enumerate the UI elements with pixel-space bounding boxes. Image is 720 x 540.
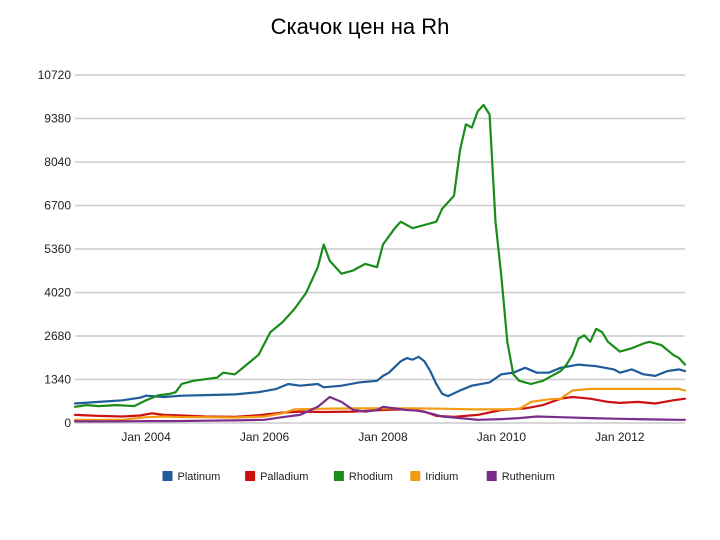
- legend-swatch-palladium: [245, 471, 256, 481]
- axis-labels: 0 1340 2680 4020 5360 6700 8040 9380 10720 Jan 20…: [38, 68, 645, 444]
- series-lines: [73, 103, 687, 423]
- y-tick-label: 2680: [44, 329, 71, 343]
- y-tick-label: 9380: [44, 112, 71, 126]
- chart-title: Скачок цен на Rh: [270, 14, 450, 39]
- legend-swatch-platinum: [162, 471, 173, 481]
- series-line-ruthenium: [73, 395, 687, 423]
- y-tick-label: 1340: [44, 373, 71, 387]
- x-tick-label: Jan 2006: [240, 430, 290, 444]
- x-tick-label: Jan 2008: [358, 430, 408, 444]
- legend-swatch-iridium: [410, 471, 421, 481]
- y-tick-label: 6700: [44, 199, 71, 213]
- series-line-palladium: [73, 395, 687, 418]
- legend-swatch-ruthenium: [486, 471, 497, 481]
- legend: Platinum Palladium Rhodium Iridium Ruthenium: [162, 471, 555, 483]
- legend-swatch-rhodium: [333, 471, 344, 481]
- y-tick-label: 0: [64, 416, 71, 430]
- series-line-platinum: [73, 355, 687, 405]
- legend-label-ruthenium: Ruthenium: [502, 471, 555, 483]
- y-tick-label: 10720: [38, 68, 72, 82]
- series-line-iridium: [73, 387, 687, 421]
- y-tick-label: 4020: [44, 286, 71, 300]
- series-line-rhodium: [73, 103, 687, 408]
- x-tick-label: Jan 2012: [595, 430, 645, 444]
- legend-label-rhodium: Rhodium: [349, 471, 393, 483]
- legend-label-palladium: Palladium: [260, 471, 308, 483]
- y-tick-label: 5360: [44, 242, 71, 256]
- x-tick-label: Jan 2010: [477, 430, 527, 444]
- gridlines: [75, 74, 685, 424]
- legend-label-iridium: Iridium: [425, 471, 458, 483]
- legend-label-platinum: Platinum: [178, 471, 221, 483]
- y-tick-label: 8040: [44, 155, 71, 169]
- x-tick-label: Jan 2004: [121, 430, 171, 444]
